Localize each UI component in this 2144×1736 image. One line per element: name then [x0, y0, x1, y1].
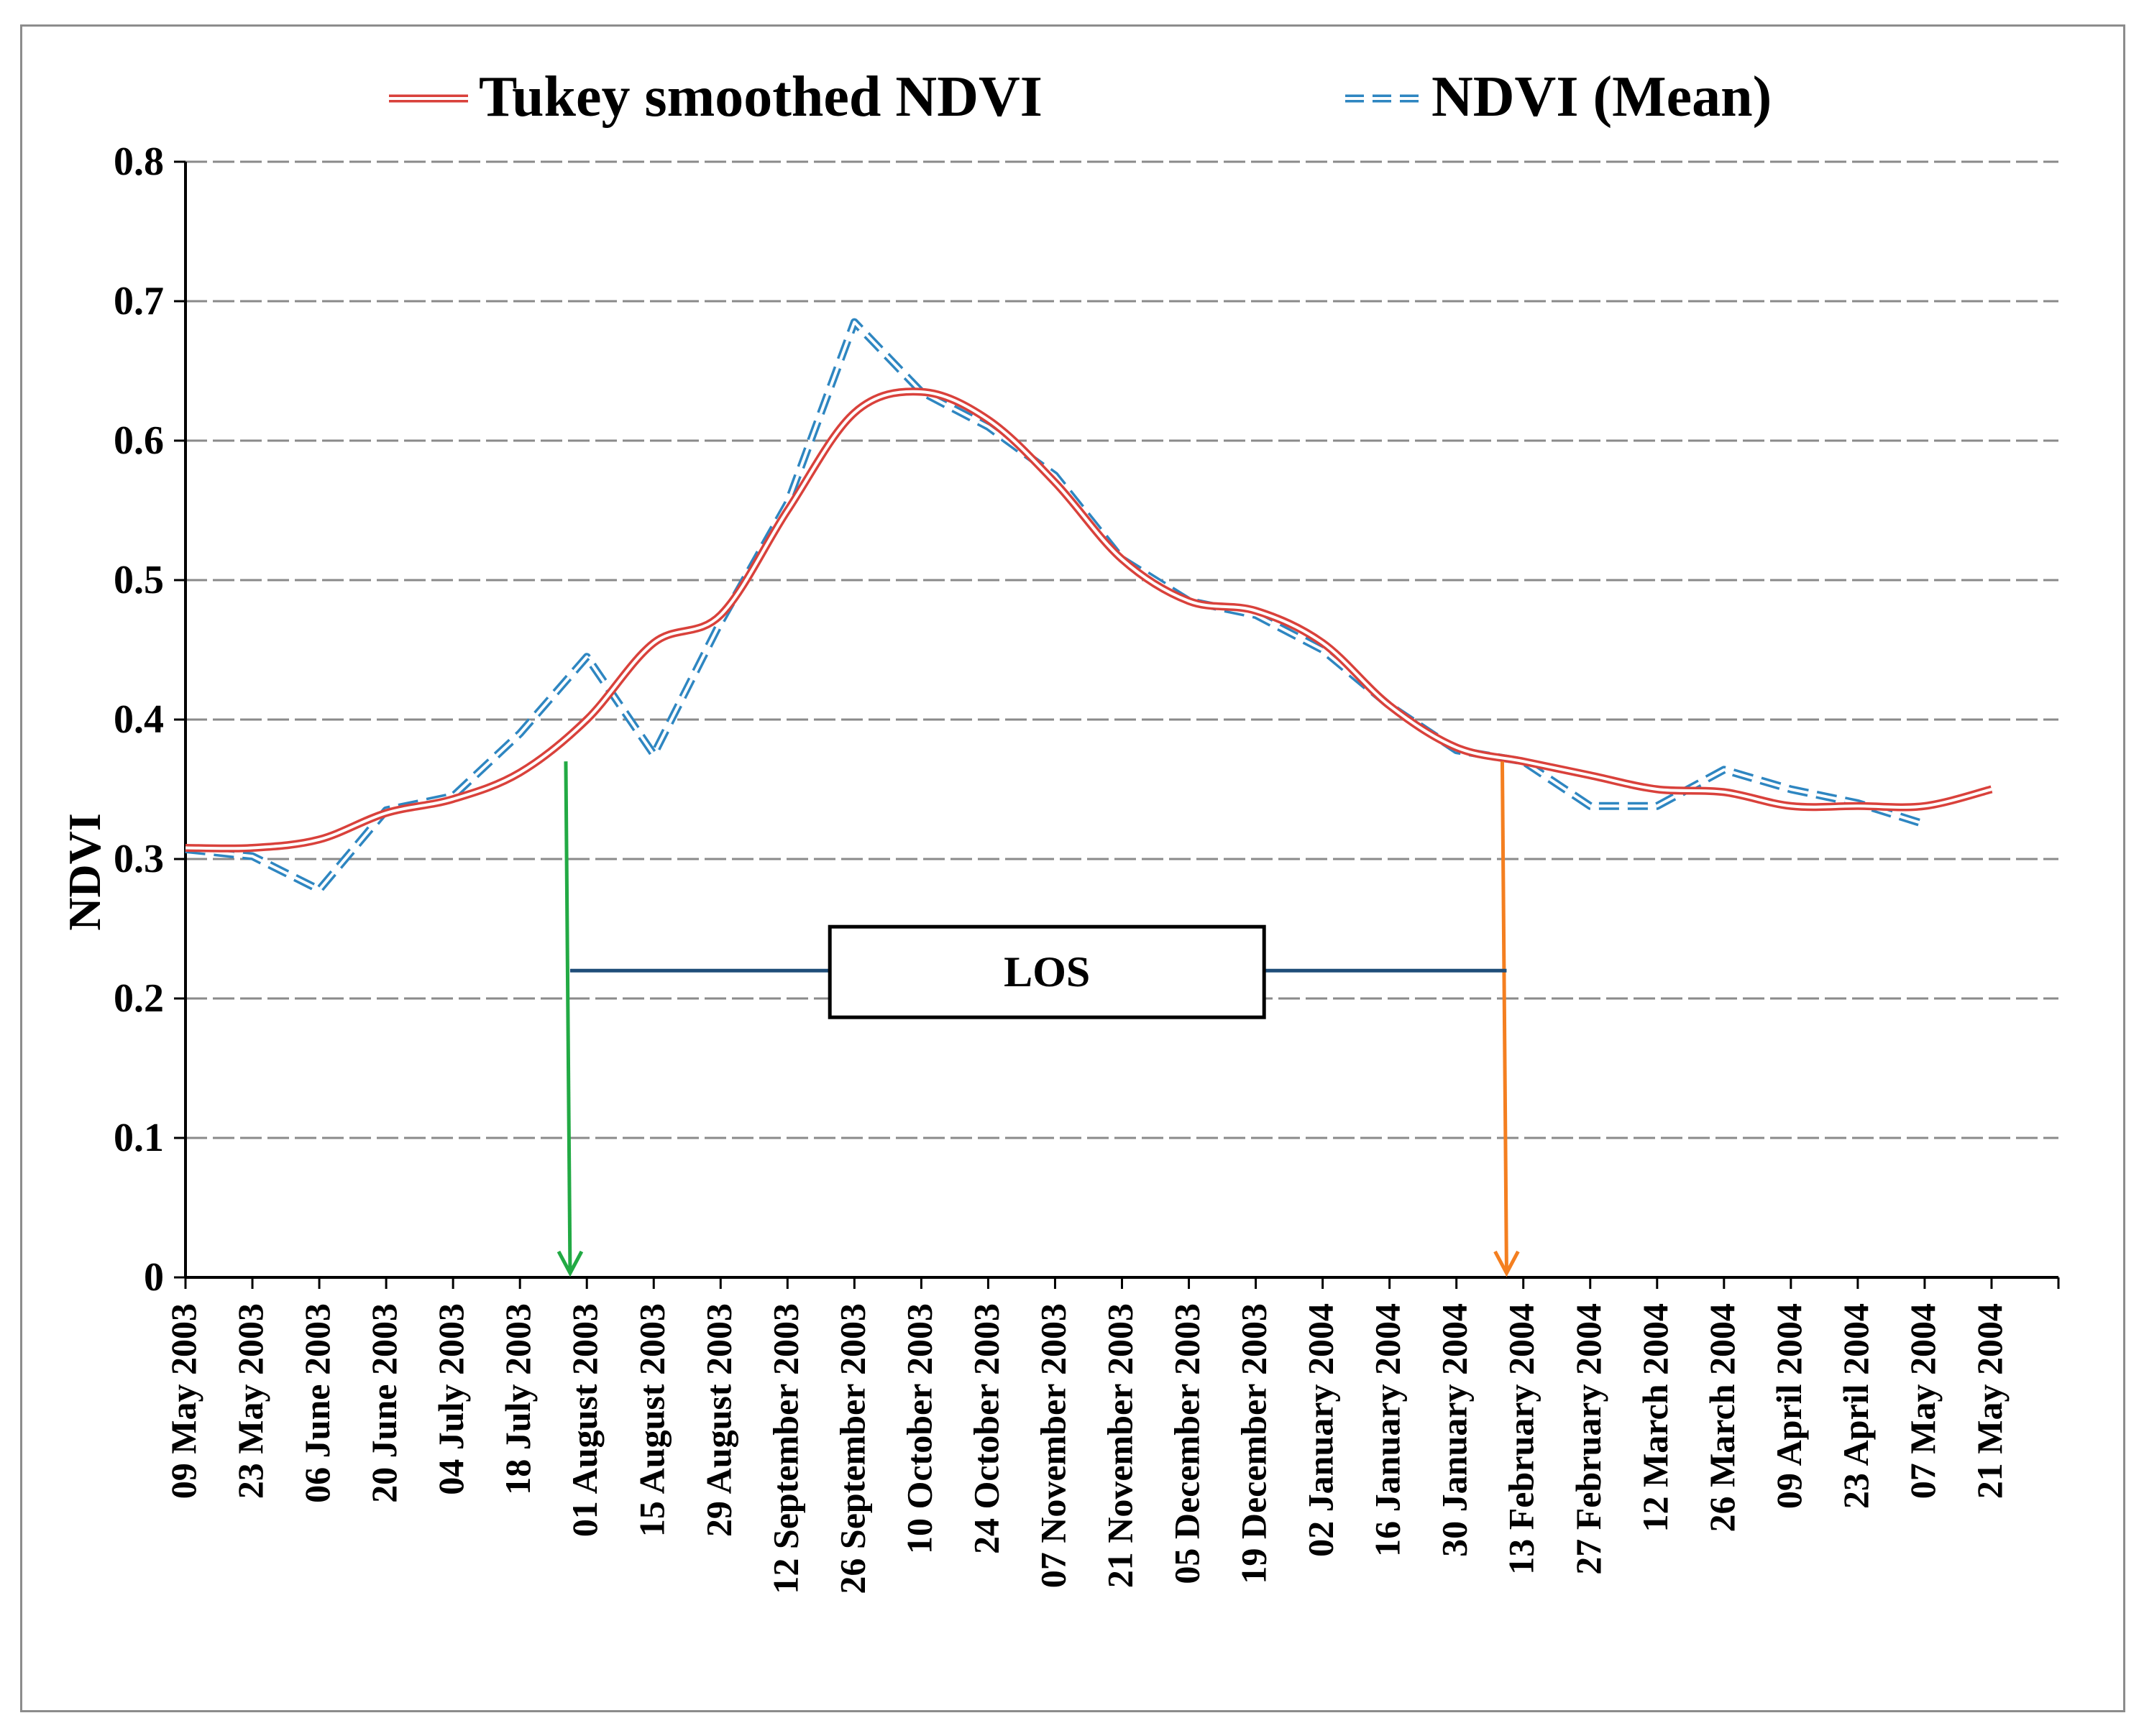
x-tick-label: 26 March 2004 [1702, 1303, 1742, 1532]
x-tick-label: 24 October 2003 [966, 1303, 1006, 1554]
x-tick-label: 26 September 2003 [832, 1303, 872, 1594]
x-tick-label: 02 January 2004 [1301, 1303, 1341, 1557]
x-axis-ticks: 09 May 2003 23 May 2003 06 June 2003 20 Jun… [163, 1277, 2060, 1594]
y-tick-label: 0 [144, 1255, 164, 1300]
x-tick-label: 23 April 2004 [1836, 1303, 1876, 1509]
y-tick-label: 0.3 [114, 837, 164, 881]
x-tick-label: 30 January 2004 [1434, 1303, 1475, 1557]
legend-label-mean: NDVI (Mean) [1431, 65, 1772, 129]
series-lines [185, 318, 1993, 894]
x-tick-label: 16 January 2004 [1368, 1303, 1408, 1557]
x-tick-label: 09 May 2003 [163, 1303, 203, 1499]
legend-item-tukey: Tukey smoothed NDVI [389, 65, 1043, 129]
end-arrow-head [1493, 1250, 1520, 1277]
series-line-tukey-inner [185, 390, 1992, 850]
los-annotation: LOS [556, 761, 1520, 1277]
x-tick-label: 15 August 2003 [631, 1303, 672, 1537]
x-tick-label: 29 August 2003 [698, 1303, 738, 1537]
start-arrow-head [556, 1250, 584, 1277]
x-tick-label: 19 December 2003 [1234, 1303, 1274, 1584]
x-tick-label: 06 June 2003 [297, 1303, 337, 1503]
y-tick-label: 0.4 [114, 697, 164, 742]
los-label: LOS [1004, 948, 1090, 996]
x-tick-label: 20 June 2003 [364, 1303, 404, 1503]
legend-item-mean: NDVI (Mean) [1345, 65, 1772, 129]
y-tick-label: 0.2 [114, 976, 164, 1021]
x-tick-label: 13 February 2004 [1501, 1303, 1541, 1575]
y-axis-ticks: 0 0.1 0.2 0.3 0.4 0.5 0.6 0.7 0.8 [114, 139, 185, 1300]
x-tick-label: 10 October 2003 [899, 1303, 939, 1554]
y-tick-label: 0.8 [114, 139, 164, 184]
axes [184, 162, 2058, 1279]
chart-frame: Tukey smoothed NDVI NDVI (Mean) 0 0.1 0.2 0… [20, 24, 2125, 1712]
legend-label-tukey: Tukey smoothed NDVI [479, 65, 1043, 129]
end-arrow-shaft [1500, 761, 1508, 1274]
ndvi-line-chart: Tukey smoothed NDVI NDVI (Mean) 00.10.20… [59, 65, 2060, 1594]
y-axis-label: NDVI [59, 813, 110, 931]
x-tick-label: 01 August 2003 [564, 1303, 605, 1537]
x-tick-label: 12 March 2004 [1635, 1303, 1675, 1532]
x-tick-label: 12 September 2003 [765, 1303, 805, 1594]
x-tick-label: 21 May 2004 [1969, 1303, 2010, 1499]
series-line-tukey [185, 387, 1993, 853]
y-tick-label: 0.5 [114, 558, 164, 602]
x-tick-label: 27 February 2004 [1568, 1303, 1608, 1575]
x-tick-label: 23 May 2003 [230, 1303, 270, 1499]
x-tick-label: 04 July 2003 [431, 1303, 471, 1495]
y-tick-label: 0.6 [114, 418, 164, 463]
x-tick-label: 07 May 2004 [1902, 1303, 1943, 1499]
start-arrow-shaft [564, 761, 572, 1274]
x-tick-label: 18 July 2003 [498, 1303, 538, 1495]
legend: Tukey smoothed NDVI NDVI (Mean) [389, 65, 1772, 129]
y-tick-label: 0.1 [114, 1116, 164, 1160]
los-box [828, 924, 1266, 1019]
x-tick-label: 05 December 2003 [1167, 1303, 1207, 1584]
series-line-ndvi-mean-inner [185, 321, 1925, 891]
x-tick-label: 09 April 2004 [1769, 1303, 1809, 1509]
y-tick-label: 0.7 [114, 279, 164, 323]
x-tick-label: 21 November 2003 [1100, 1303, 1140, 1588]
x-tick-label: 07 November 2003 [1032, 1303, 1073, 1588]
